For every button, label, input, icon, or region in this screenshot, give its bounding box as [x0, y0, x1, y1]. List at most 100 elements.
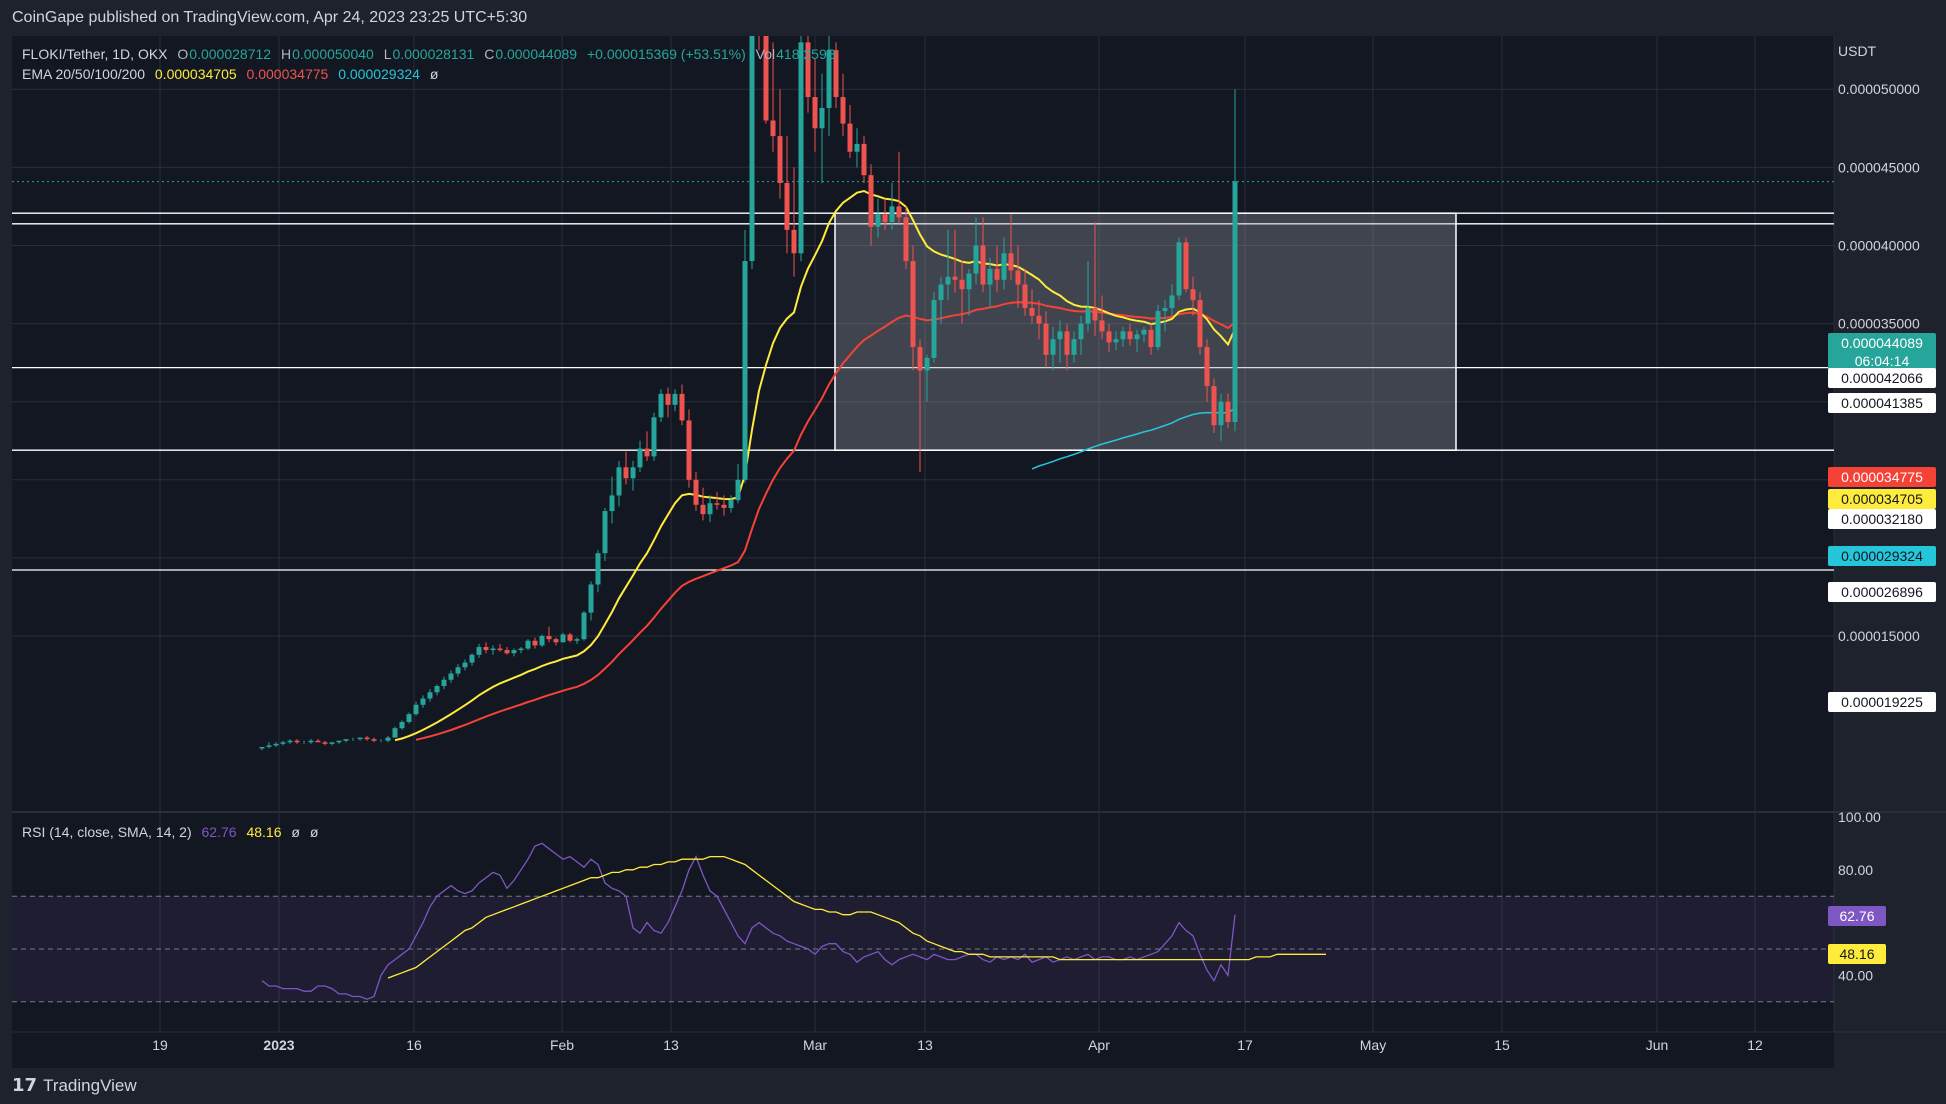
candle-body [1050, 339, 1056, 355]
candle-body [994, 268, 1000, 280]
candle-body [658, 393, 664, 418]
candle-body [560, 634, 566, 643]
candle-body [287, 740, 293, 743]
candle-body [630, 467, 636, 479]
candle-body [1169, 295, 1175, 308]
price-badge [1828, 582, 1936, 602]
time-tick-label: Apr [1088, 1037, 1110, 1053]
price-badge-countdown: 06:04:14 [1855, 353, 1910, 369]
time-tick-label: 17 [1237, 1037, 1253, 1053]
candle-body [644, 448, 650, 457]
price-badge-text: 0.000034705 [1841, 491, 1923, 507]
ema-extra: ø [429, 66, 439, 82]
candle-body [672, 393, 678, 405]
candle-body [1057, 331, 1063, 340]
price-badge-text: 0.000032180 [1841, 511, 1923, 527]
rsi-lines [261, 842, 1326, 1000]
low-value: 0.000028131 [392, 46, 475, 62]
candle-body [1085, 307, 1091, 324]
ema50-line [415, 301, 1236, 741]
rsi-sma-value: 48.16 [246, 824, 282, 840]
candle-body [259, 746, 265, 749]
candle-body [343, 739, 349, 741]
price-badge-text: 0.000044089 [1841, 335, 1923, 351]
candle-body [1099, 320, 1105, 332]
candle-body [651, 417, 657, 457]
time-tick-label: May [1360, 1037, 1386, 1053]
candle-body [322, 742, 328, 744]
candle-body [483, 646, 489, 651]
candle-body [833, 50, 839, 98]
time-tick-label: 16 [406, 1037, 422, 1053]
volume-value: 418.259B [776, 46, 837, 62]
candle-body [602, 511, 608, 554]
candle-body [385, 737, 391, 741]
price-badge-text: 0.000026896 [1841, 584, 1923, 600]
candle-body [1015, 270, 1021, 285]
rsi-extra-1: ø [291, 824, 300, 840]
rsi-value: 62.76 [201, 824, 237, 840]
candles [259, 36, 1238, 751]
tradingview-logo[interactable]: 17 TradingView [12, 1068, 137, 1104]
price-badge [1828, 546, 1936, 566]
candle-body [784, 182, 790, 230]
chart-canvas[interactable]: USDT 0.000050000 0.000045000 0.000040000 0.0… [0, 36, 1946, 1068]
candle-body [945, 276, 951, 285]
time-axis[interactable]: 19 2023 16 Feb 13 Mar 13 Apr 17 May 15 Jun 12 [152, 1037, 1763, 1053]
candle-body [490, 648, 496, 651]
candle-body [294, 740, 300, 743]
candle-body [861, 143, 867, 176]
high-value: 0.000050040 [292, 46, 374, 62]
rsi-label[interactable]: RSI (14, close, SMA, 14, 2) [22, 824, 192, 840]
price-badge-text: 0.000029324 [1841, 548, 1923, 564]
price-tick-label: 0.000015000 [1838, 628, 1920, 644]
candle-body [1022, 284, 1028, 308]
candle-body [980, 245, 986, 285]
tradingview-logo-icon: 17 [12, 1075, 38, 1096]
candle-body [917, 347, 923, 371]
candle-body [889, 206, 895, 223]
candle-body [1190, 289, 1196, 301]
candle-body [1064, 331, 1070, 355]
candle-body [770, 120, 776, 137]
candle-body [1197, 300, 1203, 348]
rsi-sma-line [387, 855, 1326, 979]
price-tick-label: 0.000035000 [1838, 316, 1920, 332]
price-badge-text: 0.000034775 [1841, 469, 1923, 485]
candle-body [1001, 253, 1007, 280]
symbol-label[interactable]: FLOKI/Tether, 1D, OKX [22, 46, 168, 62]
candle-body [280, 742, 286, 744]
candle-body [735, 479, 741, 501]
candle-body [1008, 253, 1014, 271]
candle-body [462, 662, 468, 668]
rsi-badge [1828, 906, 1886, 926]
price-tick-label: 0.000050000 [1838, 81, 1920, 97]
candle-body [406, 714, 412, 722]
candle-body [315, 740, 321, 743]
candle-body [532, 640, 538, 646]
candle-body [819, 107, 825, 129]
candle-body [441, 679, 447, 687]
candle-body [371, 739, 377, 741]
candle-body [966, 273, 972, 290]
candle-body [938, 284, 944, 301]
candle-body [791, 229, 797, 254]
rsi-tick-label: 40.00 [1838, 967, 1873, 983]
candle-body [728, 500, 734, 508]
candle-body [1134, 334, 1140, 340]
price-badge [1828, 368, 1936, 388]
rsi-background-band [12, 895, 1834, 1003]
open-key: O [177, 46, 189, 62]
price-badge-text: 0.000041385 [1841, 395, 1923, 411]
close-value: 0.000044089 [495, 46, 578, 62]
tradingview-brand: TradingView [43, 1076, 137, 1095]
time-tick-label: 2023 [263, 1037, 294, 1053]
candle-body [273, 743, 279, 746]
price-badge [1828, 333, 1936, 371]
candle-body [1218, 401, 1224, 426]
ema-label[interactable]: EMA 20/50/100/200 [22, 66, 145, 82]
rsi-extra-2: ø [309, 824, 319, 840]
candle-body [329, 742, 335, 744]
ema100-value: 0.000029324 [338, 66, 420, 82]
time-tick-label: 13 [663, 1037, 679, 1053]
